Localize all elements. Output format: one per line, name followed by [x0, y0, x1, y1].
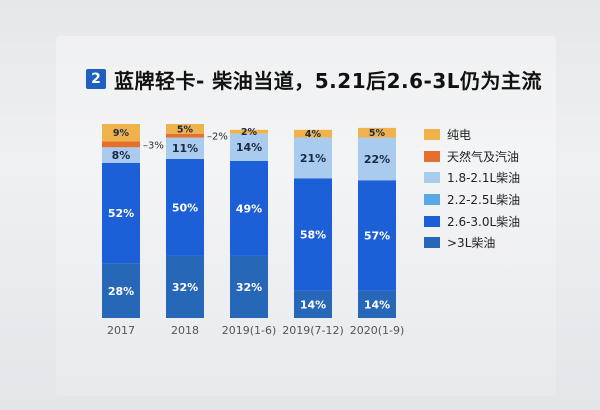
data-label-d26_30-1: 50% [172, 201, 198, 214]
bar-segment-gas-0 [102, 141, 140, 148]
data-label-d18_21-4: 22% [364, 153, 390, 166]
data-label-d18_21-1: 11% [172, 142, 198, 155]
bar-segment-d18_21-2 [230, 133, 268, 161]
chart-legend: 纯电天然气及汽油 1.8-2.1L柴油 2.2-2.5L柴油 2.6-3.0L柴油 >3… [424, 124, 520, 254]
data-label-d26_30-3: 58% [300, 229, 326, 242]
legend-item-3: 2.2-2.5L柴油 [424, 189, 520, 211]
data-label-gas-1: –2% [207, 132, 228, 143]
bar-segment-d26_30-4 [358, 180, 396, 291]
x-tick-label-4: 2020(1-9) [350, 324, 405, 337]
bar-segment-gas-1 [166, 133, 204, 138]
bar-segment-d3plus-3 [294, 290, 332, 318]
data-label-electric-0: 9% [113, 128, 130, 139]
legend-swatch [424, 215, 440, 227]
legend-item-2: 1.8-2.1L柴油 [424, 167, 520, 189]
legend-swatch [424, 172, 440, 184]
bar-segment-d26_30-3 [294, 178, 332, 291]
bar-segment-d18_21-1 [166, 137, 204, 159]
bar-segment-d3plus-1 [166, 255, 204, 318]
data-label-electric-4: 5% [369, 128, 386, 139]
data-label-d3plus-4: 14% [364, 298, 390, 311]
legend-label: 2.2-2.5L柴油 [447, 193, 521, 208]
data-label-electric-2: 2% [241, 127, 258, 138]
data-label-d18_21-2: 14% [236, 141, 262, 154]
bar-segment-d18_21-3 [294, 137, 332, 179]
legend-item-4: 2.6-3.0L柴油 [424, 210, 520, 232]
x-tick-label-3: 2019(7-12) [282, 324, 344, 337]
data-label-d3plus-3: 14% [300, 298, 326, 311]
data-label-d18_21-0: 8% [112, 149, 131, 162]
data-label-d26_30-2: 49% [236, 202, 262, 215]
data-label-d18_21-3: 21% [300, 152, 326, 165]
chart-title: 2 蓝牌轻卡- 柴油当道，5.21后2.6-3L仍为主流 [86, 66, 542, 93]
bar-segment-d3plus-0 [102, 263, 140, 318]
data-label-gas-0: –3% [143, 140, 164, 151]
bar-segment-d26_30-2 [230, 160, 268, 256]
data-label-electric-1: 5% [177, 124, 194, 135]
legend-label: 天然气及汽油 [447, 149, 520, 164]
bar-segment-d18_21-0 [102, 147, 140, 163]
data-label-d26_30-0: 52% [108, 207, 134, 220]
bar-segment-electric-4 [358, 127, 396, 138]
title-number-badge: 2 [86, 69, 106, 89]
x-tick-label-0: 2017 [107, 324, 135, 337]
legend-swatch [424, 129, 440, 141]
bar-segment-electric-3 [294, 129, 332, 138]
data-label-electric-3: 4% [305, 129, 322, 140]
data-label-d3plus-2: 32% [236, 281, 262, 294]
data-label-d26_30-4: 57% [364, 230, 390, 243]
title-text: 蓝牌轻卡- 柴油当道，5.21后2.6-3L仍为主流 [114, 68, 542, 93]
bar-segment-electric-2 [230, 129, 268, 134]
legend-label: 纯电 [447, 128, 472, 143]
bar-segment-electric-0 [102, 124, 140, 142]
legend-swatch [424, 194, 440, 206]
legend-item-5: >3L柴油 [424, 232, 520, 254]
legend-label: 2.6-3.0L柴油 [447, 214, 521, 229]
bar-segment-d26_30-1 [166, 158, 204, 256]
legend-label: 1.8-2.1L柴油 [447, 171, 521, 186]
x-tick-label-2: 2019(1-6) [222, 324, 277, 337]
legend-label: >3L柴油 [447, 236, 496, 251]
x-tick-label-1: 2018 [171, 324, 199, 337]
data-label-d3plus-1: 32% [172, 281, 198, 294]
legend-item-1: 天然气及汽油 [424, 146, 520, 168]
bar-segment-d3plus-4 [358, 290, 396, 318]
legend-item-0: 纯电 [424, 124, 520, 146]
data-label-d3plus-0: 28% [108, 285, 134, 298]
bar-segment-d18_21-4 [358, 137, 396, 181]
bar-segment-d3plus-2 [230, 255, 268, 318]
legend-swatch [424, 150, 440, 162]
legend-swatch [424, 237, 440, 249]
bar-segment-electric-1 [166, 124, 204, 134]
bar-segment-d26_30-0 [102, 162, 140, 264]
